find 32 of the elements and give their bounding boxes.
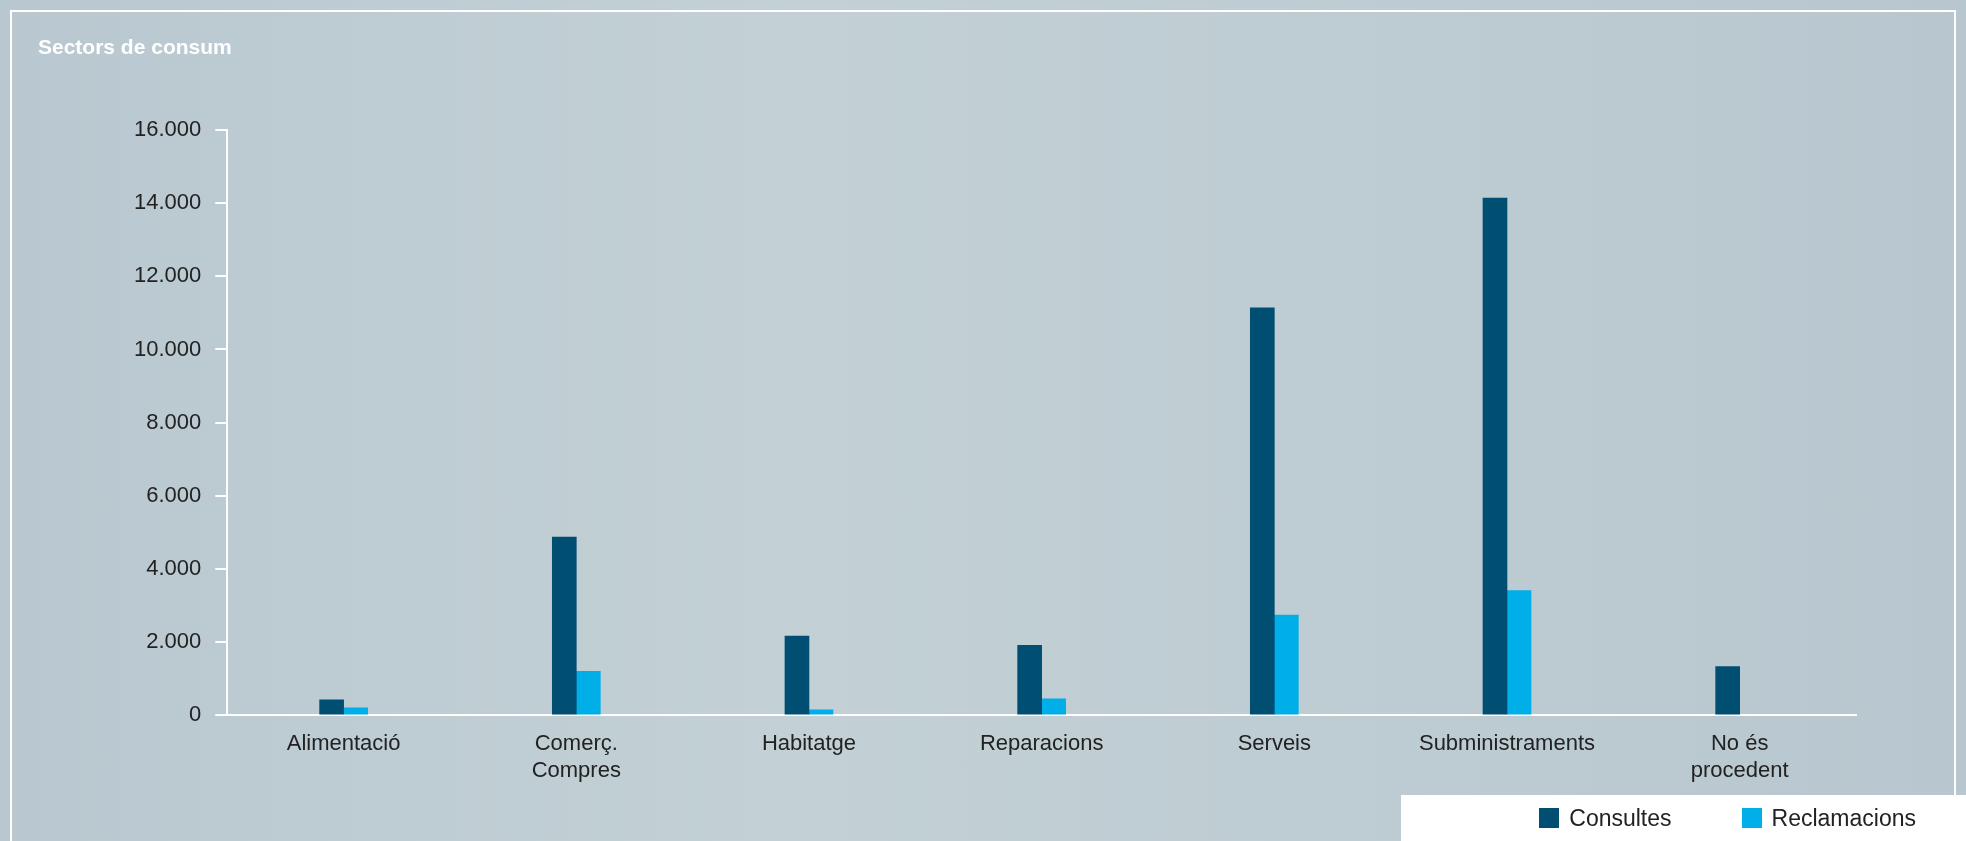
x-tick-label: Reparacions	[979, 730, 1104, 756]
bar	[1715, 666, 1740, 715]
bar	[1017, 645, 1042, 715]
bar	[1041, 698, 1066, 715]
bar	[1506, 590, 1532, 715]
y-tick-label: 4.000	[146, 554, 202, 580]
bar	[575, 670, 601, 715]
y-tick-label: 0	[189, 701, 202, 727]
x-tick-label: Habitatge	[761, 730, 857, 756]
bar	[551, 536, 577, 715]
y-tick-label: 12.000	[133, 262, 202, 288]
bar	[784, 635, 810, 715]
legend-label: Reclamacions	[1771, 804, 1916, 832]
x-tick-label: Alimentació	[286, 730, 401, 756]
bar	[1249, 307, 1275, 715]
x-tick-label: Serveis	[1237, 730, 1311, 756]
y-tick-label: 16.000	[133, 116, 202, 142]
bar	[1273, 614, 1299, 715]
bar	[319, 699, 344, 715]
x-tick-label: Comerç. Compres	[531, 730, 621, 782]
y-tick-label: 14.000	[133, 189, 202, 215]
y-tick-label: 10.000	[133, 335, 202, 361]
x-tick-label: Subministraments	[1418, 730, 1596, 756]
y-tick-label: 2.000	[146, 628, 202, 654]
legend-label: Consultes	[1569, 804, 1672, 832]
x-tick-label: No és procedent	[1690, 730, 1789, 782]
chart-title: Sectors de consum	[38, 35, 232, 59]
bar	[808, 709, 834, 715]
bar	[1482, 197, 1508, 715]
y-tick-label: 8.000	[146, 408, 202, 434]
bar	[343, 707, 368, 715]
y-tick-label: 6.000	[146, 481, 202, 507]
